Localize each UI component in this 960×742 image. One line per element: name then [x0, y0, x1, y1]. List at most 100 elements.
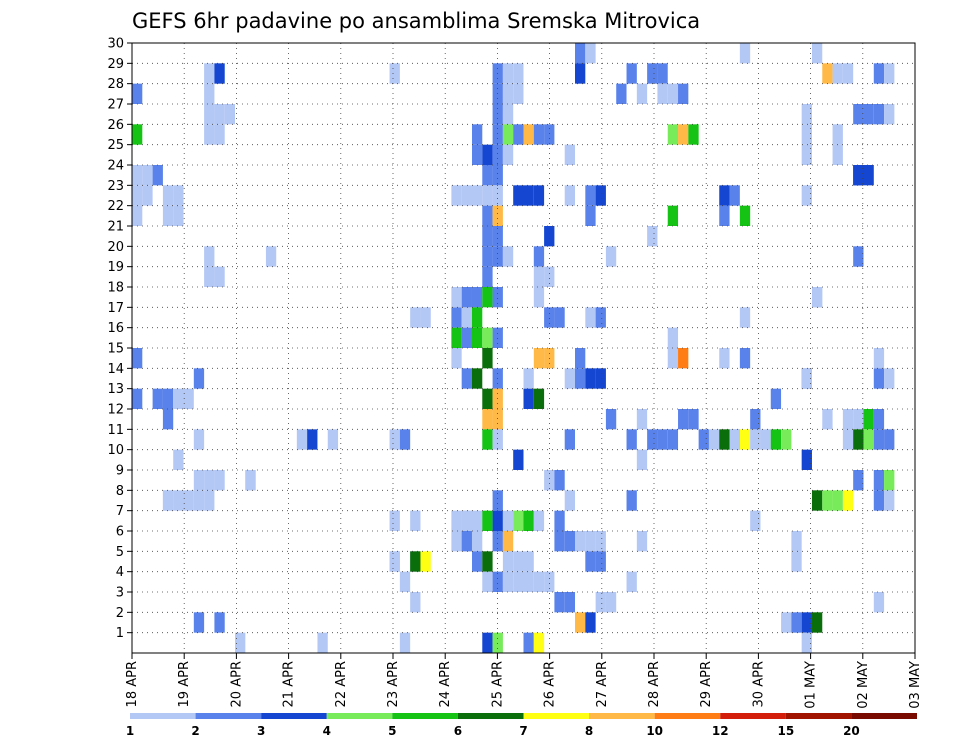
heatmap-cell — [605, 246, 617, 267]
heatmap-cell — [142, 185, 153, 206]
heatmap-cell — [595, 185, 606, 206]
heatmap-cell — [832, 63, 843, 84]
heatmap-cell — [791, 612, 802, 633]
heatmap-cell — [647, 63, 658, 84]
heatmap-cell — [585, 43, 596, 64]
y-tick-label: 23 — [107, 179, 124, 194]
heatmap-cell — [502, 551, 514, 572]
y-tick-label: 9 — [116, 464, 124, 479]
heatmap-cell — [173, 185, 184, 206]
heatmap-cell — [193, 612, 205, 633]
heatmap-cell — [719, 429, 730, 450]
heatmap-cell — [533, 510, 545, 531]
heatmap-cell — [513, 510, 524, 531]
y-tick-label: 15 — [107, 342, 124, 357]
heatmap-cell — [853, 104, 864, 125]
heatmap-cell — [451, 185, 462, 206]
colorbar-label: 7 — [519, 724, 527, 738]
heatmap-cell — [873, 63, 885, 84]
colorbar-swatch — [654, 713, 721, 719]
colorbar-swatch — [392, 713, 458, 719]
colorbar-swatch — [589, 713, 655, 719]
heatmap-cell — [575, 43, 586, 64]
heatmap-cell — [575, 368, 586, 389]
heatmap-cell — [471, 124, 483, 145]
heatmap-cell — [482, 287, 493, 308]
heatmap-cell — [513, 551, 524, 572]
heatmap-cell — [502, 63, 514, 84]
heatmap-cell — [482, 327, 493, 348]
x-tick-label: 18 APR — [125, 661, 140, 707]
y-tick-label: 3 — [116, 586, 124, 601]
y-tick-label: 27 — [107, 98, 124, 113]
heatmap-cell — [544, 307, 555, 328]
heatmap-cell — [523, 368, 534, 389]
heatmap-cell — [245, 470, 256, 491]
heatmap-cell — [667, 348, 679, 369]
x-tick-label: 22 APR — [334, 661, 349, 707]
colorbar-label: 6 — [454, 724, 462, 738]
heatmap-cell — [317, 632, 328, 653]
heatmap-cell — [492, 327, 503, 348]
heatmap-cell — [471, 510, 483, 531]
colorbar-swatch — [261, 713, 327, 719]
heatmap-cell — [482, 266, 493, 287]
heatmap-cell — [389, 510, 400, 531]
heatmap-cell — [544, 470, 555, 491]
heatmap-cell — [595, 551, 606, 572]
heatmap-cell — [873, 409, 885, 430]
y-tick-label: 7 — [116, 504, 124, 519]
heatmap-cell — [471, 551, 483, 572]
colorbar-swatch — [523, 713, 590, 719]
heatmap-cell — [832, 490, 843, 511]
heatmap-cell — [832, 144, 843, 165]
heatmap-cell — [564, 368, 576, 389]
heatmap-cell — [513, 571, 524, 592]
heatmap-cell — [492, 510, 503, 531]
heatmap-cell — [739, 43, 751, 64]
heatmap-cell — [492, 490, 503, 511]
heatmap-cell — [564, 531, 576, 552]
heatmap-cell — [461, 531, 472, 552]
x-tick-label: 01 MAY — [804, 661, 819, 709]
heatmap-cell — [482, 246, 493, 267]
heatmap-cell — [132, 185, 143, 206]
heatmap-cell — [214, 266, 225, 287]
heatmap-cell — [657, 63, 668, 84]
heatmap-cell — [811, 612, 823, 633]
heatmap-cell — [585, 368, 596, 389]
y-tick-label: 28 — [107, 77, 124, 92]
heatmap-cell — [595, 531, 606, 552]
heatmap-cell — [389, 551, 400, 572]
heatmap-cell — [492, 185, 503, 206]
heatmap-cell — [564, 490, 576, 511]
heatmap-cell — [801, 449, 812, 470]
y-tick-label: 26 — [107, 118, 124, 133]
heatmap-cell — [471, 368, 483, 389]
heatmap-cell — [533, 388, 545, 409]
colorbar-swatch — [130, 713, 196, 719]
x-tick-label: 30 APR — [751, 661, 766, 707]
heatmap-cell — [605, 592, 617, 613]
y-tick-label: 14 — [107, 362, 124, 377]
heatmap-cell — [420, 307, 431, 328]
heatmap-cell — [523, 571, 534, 592]
heatmap-cell — [492, 429, 503, 450]
heatmap-cell — [451, 287, 462, 308]
heatmap-cell — [451, 531, 462, 552]
colorbar-swatch — [785, 713, 852, 719]
heatmap-cell — [307, 429, 318, 450]
y-tick-label: 4 — [116, 565, 124, 580]
heatmap-cell — [132, 205, 143, 226]
heatmap-cell — [183, 490, 194, 511]
heatmap-cell — [173, 490, 184, 511]
heatmap-cell — [162, 185, 174, 206]
heatmap-cell — [873, 470, 885, 491]
heatmap-cell — [523, 124, 534, 145]
heatmap-cell — [873, 348, 885, 369]
x-tick-label: 03 MAY — [908, 661, 923, 709]
heatmap-cell — [523, 551, 534, 572]
heatmap-cell — [564, 592, 576, 613]
heatmap-cell — [142, 165, 153, 186]
colorbar-label: 12 — [712, 724, 729, 738]
